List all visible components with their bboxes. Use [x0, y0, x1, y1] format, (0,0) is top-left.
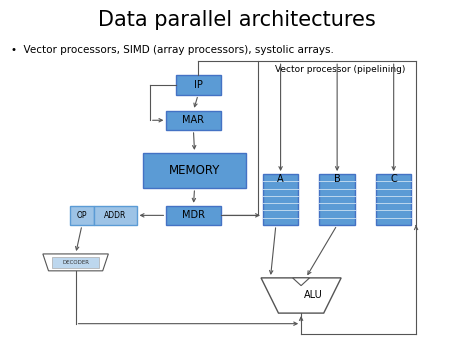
- FancyBboxPatch shape: [143, 153, 246, 188]
- Text: MDR: MDR: [182, 211, 205, 220]
- Text: •  Vector processors, SIMD (array processors), systolic arrays.: • Vector processors, SIMD (array process…: [11, 45, 334, 55]
- FancyBboxPatch shape: [376, 174, 411, 225]
- Polygon shape: [43, 254, 109, 271]
- FancyBboxPatch shape: [263, 174, 298, 225]
- FancyBboxPatch shape: [70, 206, 94, 225]
- FancyBboxPatch shape: [166, 110, 220, 130]
- Text: IP: IP: [194, 80, 202, 90]
- Polygon shape: [261, 278, 341, 313]
- Polygon shape: [292, 278, 310, 286]
- Text: ALU: ALU: [303, 290, 322, 300]
- Text: Data parallel architectures: Data parallel architectures: [98, 10, 376, 30]
- FancyBboxPatch shape: [176, 75, 220, 95]
- Text: MAR: MAR: [182, 115, 204, 125]
- FancyBboxPatch shape: [166, 206, 220, 225]
- Text: Vector processor (pipelining): Vector processor (pipelining): [275, 65, 406, 74]
- FancyBboxPatch shape: [319, 174, 355, 225]
- Text: C: C: [390, 174, 397, 184]
- Text: ADDR: ADDR: [104, 211, 127, 220]
- Text: OP: OP: [77, 211, 87, 220]
- Text: B: B: [334, 174, 340, 184]
- Text: DECODER: DECODER: [62, 260, 89, 265]
- Text: A: A: [277, 174, 284, 184]
- FancyBboxPatch shape: [52, 257, 99, 268]
- Text: MEMORY: MEMORY: [169, 164, 220, 177]
- FancyBboxPatch shape: [94, 206, 137, 225]
